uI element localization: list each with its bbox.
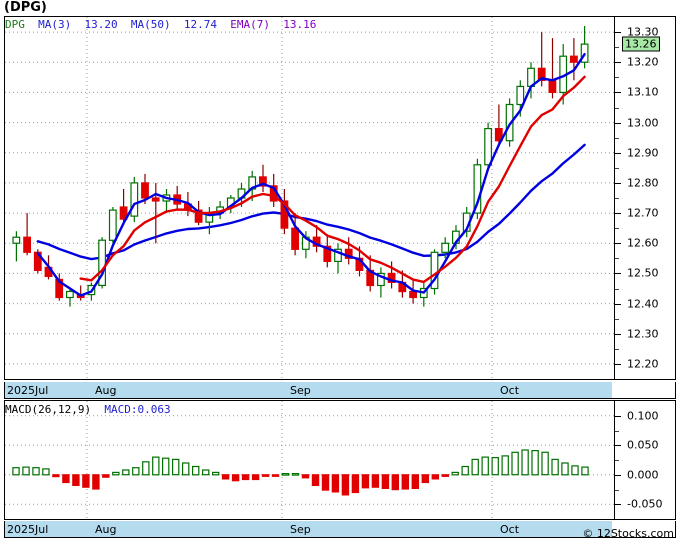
date-axis-lower-label: Oct	[500, 523, 520, 536]
copyright-footer: © 12Stocks.com	[582, 527, 674, 540]
macd-axis-label: 0.050	[627, 438, 659, 452]
legend-symbol: DPG	[5, 18, 25, 31]
price-axis-minor-tick	[615, 137, 619, 139]
price-axis-tick	[615, 122, 621, 124]
macd-legend: MACD(26,12,9) MACD:0.063	[5, 403, 171, 416]
date-axis-upper-label: 2025Jul	[7, 384, 49, 397]
price-axis-label: 13.30	[627, 25, 659, 39]
price-axis-minor-tick	[615, 77, 619, 79]
page-title: (DPG)	[4, 0, 47, 15]
date-axis-lower-label: Aug	[95, 523, 117, 536]
macd-axis-minor-tick	[615, 430, 619, 432]
price-axis: 13.30 13.20 13.10 13.00 12.90 12.80 12.70 12.60…	[614, 17, 675, 379]
price-axis-tick	[615, 182, 621, 184]
date-axis-lower-right-pad	[612, 521, 676, 538]
price-axis-tick	[615, 303, 621, 305]
price-axis-tick	[615, 363, 621, 365]
legend-ma3-label: MA(3)	[38, 18, 72, 31]
macd-axis-tick	[615, 445, 621, 447]
price-axis-label: 12.80	[627, 176, 659, 190]
price-axis-label: 13.20	[627, 55, 659, 69]
price-axis-minor-tick	[615, 258, 619, 260]
price-axis-tick	[615, 92, 621, 94]
legend-ma3-value: 13.20	[84, 18, 118, 31]
macd-axis-minor-tick	[615, 489, 619, 491]
macd-axis: 0.100 0.050 0.000 -0.050	[614, 401, 675, 519]
date-axis-lower: 2025Jul Aug Sep Oct	[4, 521, 613, 538]
date-axis-upper-label: Oct	[500, 384, 520, 397]
price-axis-tick	[615, 213, 621, 215]
price-axis-minor-tick	[615, 107, 619, 109]
legend-ema7-label: EMA(7)	[230, 18, 270, 31]
price-axis-label: 12.40	[627, 297, 659, 311]
price-axis-tick	[615, 32, 621, 34]
macd-axis-minor-tick	[615, 460, 619, 461]
price-axis-minor-tick	[615, 228, 619, 230]
price-axis-tick	[615, 152, 621, 154]
macd-axis-label: 0.000	[627, 468, 659, 482]
legend-ema7-value: 13.16	[283, 18, 317, 31]
date-axis-lower-label: Sep	[290, 523, 311, 536]
current-price-badge: 13.26	[622, 36, 660, 52]
macd-axis-label: 0.100	[627, 409, 659, 423]
price-axis-label: 12.90	[627, 146, 659, 160]
price-axis-label: 12.70	[627, 206, 659, 220]
macd-chart-panel: 0.100 0.050 0.000 -0.050	[4, 400, 676, 520]
price-axis-label: 12.20	[627, 357, 659, 371]
price-axis-minor-tick	[615, 288, 619, 290]
price-axis-minor-tick	[615, 318, 619, 320]
price-axis-tick	[615, 333, 621, 335]
macd-axis-label: -0.050	[627, 497, 663, 511]
price-plot-area	[5, 17, 614, 379]
price-axis-label: 12.60	[627, 236, 659, 250]
macd-axis-tick	[615, 415, 621, 417]
price-axis-minor-tick	[615, 198, 619, 199]
legend-ma50-label: MA(50)	[130, 18, 171, 31]
price-axis-tick	[615, 273, 621, 275]
macd-params: MACD(26,12,9)	[5, 403, 92, 416]
price-legend: DPG MA(3) 13.20 MA(50) 12.74 EMA(7) 13.1…	[5, 18, 317, 31]
macd-value: MACD:0.063	[104, 403, 171, 416]
date-axis-upper-right-pad	[612, 382, 676, 399]
title-bar: (DPG)	[0, 0, 680, 16]
price-axis-label: 13.00	[627, 116, 659, 130]
price-axis-label: 12.30	[627, 327, 659, 341]
price-axis-tick	[615, 243, 621, 245]
price-chart-panel: 13.30 13.20 13.10 13.00 12.90 12.80 12.70 12.60…	[4, 16, 676, 380]
price-candlestick-svg	[5, 17, 614, 379]
macd-histogram-svg	[5, 401, 614, 519]
legend-ma50-value: 12.74	[183, 18, 217, 31]
macd-plot-area	[5, 401, 614, 519]
price-axis-minor-tick	[615, 348, 619, 350]
date-axis-lower-label: 2025Jul	[7, 523, 49, 536]
date-axis-upper-label: Sep	[290, 384, 311, 397]
price-axis-label: 12.50	[627, 266, 659, 280]
price-axis-minor-tick	[615, 167, 619, 169]
date-axis-upper-label: Aug	[95, 384, 117, 397]
date-axis-upper: 2025Jul Aug Sep Oct	[4, 382, 613, 399]
macd-axis-tick	[615, 504, 621, 506]
macd-axis-tick	[615, 474, 621, 476]
price-axis-minor-tick	[615, 47, 619, 49]
price-axis-label: 13.10	[627, 85, 659, 99]
price-axis-tick	[615, 62, 621, 64]
